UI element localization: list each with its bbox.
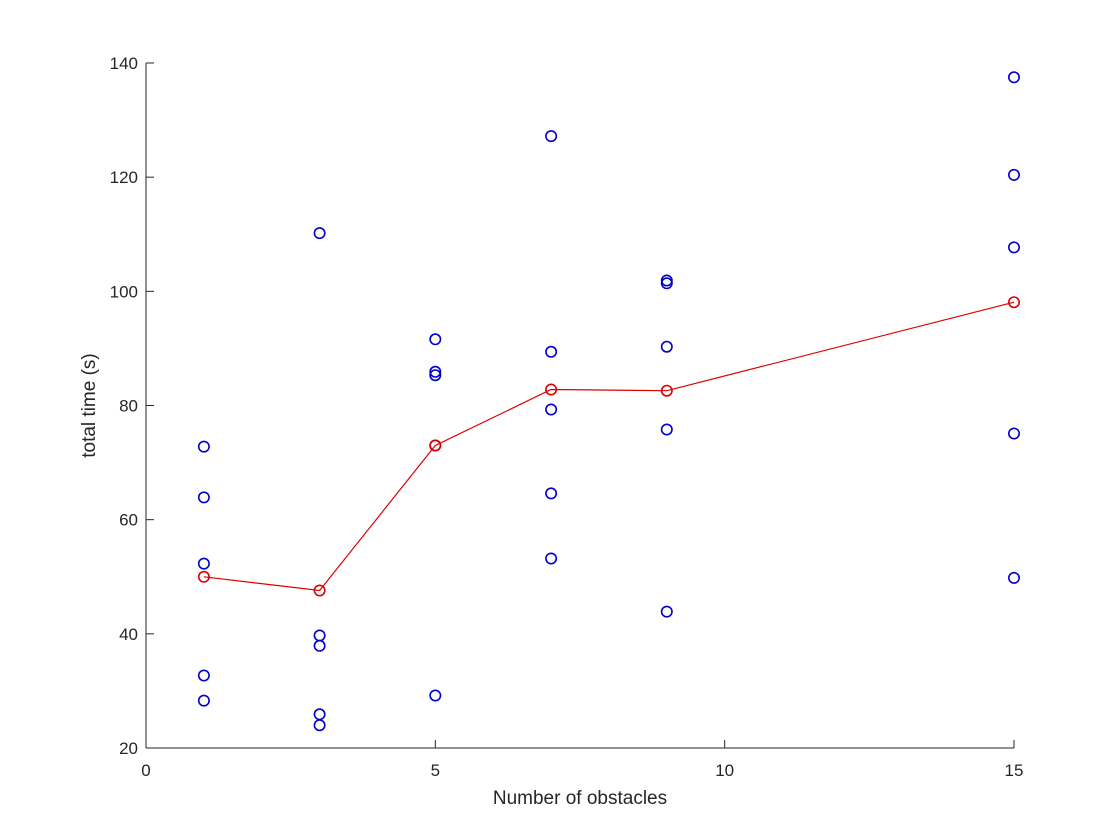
data-point (197, 694, 210, 707)
data-layer (197, 71, 1020, 732)
data-point (1007, 571, 1020, 584)
data-point (660, 423, 673, 436)
x-tick-label: 5 (431, 761, 440, 780)
data-point (545, 487, 558, 500)
data-point (429, 689, 442, 702)
data-point (660, 340, 673, 353)
data-point (1007, 168, 1020, 181)
x-tick-label: 10 (715, 761, 734, 780)
data-point (1007, 427, 1020, 440)
data-point (313, 639, 326, 652)
x-tick-label: 15 (1005, 761, 1024, 780)
mean-line-series (197, 296, 1020, 597)
data-point (313, 719, 326, 732)
data-point (545, 345, 558, 358)
y-tick-label: 40 (119, 625, 138, 644)
mean-point (313, 584, 326, 597)
y-tick-label: 140 (110, 54, 138, 73)
x-tick-label: 0 (141, 761, 150, 780)
y-tick-label: 20 (119, 739, 138, 758)
y-axis-label: total time (s) (79, 353, 100, 458)
data-point (660, 277, 673, 290)
mean-point (1007, 296, 1020, 309)
y-tick-label: 100 (110, 282, 138, 301)
data-point (429, 369, 442, 382)
y-tick-label: 80 (119, 397, 138, 416)
mean-point (660, 384, 673, 397)
data-point (1007, 71, 1020, 84)
data-point (197, 557, 210, 570)
y-tick-label: 120 (110, 168, 138, 187)
data-point (545, 130, 558, 143)
data-point (429, 365, 442, 378)
data-point (660, 605, 673, 618)
data-point (545, 552, 558, 565)
data-point (197, 491, 210, 504)
data-point (1007, 241, 1020, 254)
mean-line (203, 301, 1015, 592)
mean-point (429, 439, 442, 452)
data-point (313, 227, 326, 240)
data-point (429, 333, 442, 346)
data-point (545, 403, 558, 416)
mean-point (197, 570, 210, 583)
mean-point (545, 383, 558, 396)
axes: 0 5 10 15 20 40 60 80 100 120 140 (110, 54, 1024, 780)
x-axis-label: Number of obstacles (493, 788, 667, 809)
data-point (197, 669, 210, 682)
data-point (197, 440, 210, 453)
y-tick-label: 60 (119, 511, 138, 530)
